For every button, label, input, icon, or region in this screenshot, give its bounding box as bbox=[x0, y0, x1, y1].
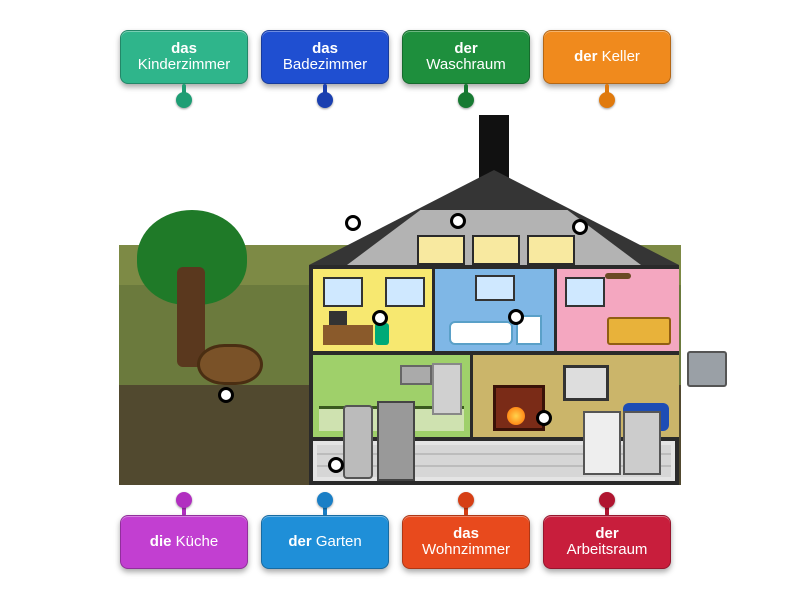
label-dot[interactable] bbox=[176, 92, 192, 108]
hotspot-kinderzimmer[interactable] bbox=[345, 215, 361, 231]
washer-icon bbox=[583, 411, 621, 475]
room-bath bbox=[435, 269, 557, 351]
label-garten[interactable]: der Garten bbox=[261, 515, 389, 569]
article: der bbox=[574, 48, 597, 65]
desk-icon bbox=[323, 325, 373, 345]
microwave-icon bbox=[400, 365, 432, 385]
fridge-icon bbox=[432, 363, 462, 415]
ac-unit-icon bbox=[687, 351, 727, 387]
word: Badezimmer bbox=[283, 57, 367, 74]
hotspot-badezimmer[interactable] bbox=[450, 213, 466, 229]
article: der bbox=[288, 533, 311, 550]
dryer-icon bbox=[623, 411, 661, 475]
hotspot-waschraum[interactable] bbox=[536, 410, 552, 426]
article: das bbox=[453, 525, 479, 542]
word: Arbeitsraum bbox=[567, 542, 648, 559]
ceiling-fan-icon bbox=[605, 273, 631, 279]
furnace-icon bbox=[377, 401, 415, 481]
room-kids bbox=[313, 269, 435, 351]
label-dot[interactable] bbox=[458, 492, 474, 508]
label-dot[interactable] bbox=[317, 492, 333, 508]
bed-icon bbox=[607, 317, 671, 345]
word: Keller bbox=[602, 48, 640, 65]
attic-window bbox=[472, 235, 520, 265]
label-dot[interactable] bbox=[317, 92, 333, 108]
window-icon bbox=[323, 277, 363, 307]
article: der bbox=[595, 525, 618, 542]
attic-window bbox=[417, 235, 465, 265]
word: Kinderzimmer bbox=[138, 57, 231, 74]
window-icon bbox=[385, 277, 425, 307]
attic-window bbox=[527, 235, 575, 265]
tv-icon bbox=[563, 365, 609, 401]
article: das bbox=[312, 40, 338, 57]
word: Garten bbox=[316, 533, 362, 550]
label-arbeitsraum[interactable]: der Arbeitsraum bbox=[543, 515, 671, 569]
water-heater-icon bbox=[343, 405, 373, 479]
label-badezimmer[interactable]: das Badezimmer bbox=[261, 30, 389, 84]
label-dot[interactable] bbox=[458, 92, 474, 108]
stage: das Kinderzimmer das Badezimmer der Wasc… bbox=[0, 0, 800, 600]
window-icon bbox=[565, 277, 605, 307]
computer-icon bbox=[329, 311, 347, 325]
article: das bbox=[171, 40, 197, 57]
word: Waschraum bbox=[426, 57, 505, 74]
article: die bbox=[150, 533, 172, 550]
flame-icon bbox=[507, 407, 525, 425]
label-keller[interactable]: der Keller bbox=[543, 30, 671, 84]
label-waschraum[interactable]: der Waschraum bbox=[402, 30, 530, 84]
label-dot[interactable] bbox=[176, 492, 192, 508]
article: der bbox=[454, 40, 477, 57]
label-wohnzimmer[interactable]: das Wohnzimmer bbox=[402, 515, 530, 569]
label-kinderzimmer[interactable]: das Kinderzimmer bbox=[120, 30, 248, 84]
house-scene bbox=[119, 115, 681, 485]
hotspot-kueche[interactable] bbox=[372, 310, 388, 326]
bathtub-icon bbox=[449, 321, 513, 345]
label-dot[interactable] bbox=[599, 92, 615, 108]
word: Küche bbox=[176, 533, 219, 550]
floor-upper bbox=[309, 265, 679, 355]
label-kueche[interactable]: die Küche bbox=[120, 515, 248, 569]
room-bed bbox=[557, 269, 679, 351]
label-dot[interactable] bbox=[599, 492, 615, 508]
hotspot-garten[interactable] bbox=[218, 387, 234, 403]
room-cellar bbox=[309, 437, 679, 485]
word: Wohnzimmer bbox=[422, 542, 510, 559]
hotspot-wohnzimmer[interactable] bbox=[508, 309, 524, 325]
window-icon bbox=[475, 275, 515, 301]
house bbox=[309, 115, 679, 485]
tree-stump bbox=[197, 344, 263, 385]
chair-icon bbox=[375, 323, 389, 345]
hotspot-arbeitsraum[interactable] bbox=[572, 219, 588, 235]
hotspot-keller[interactable] bbox=[328, 457, 344, 473]
